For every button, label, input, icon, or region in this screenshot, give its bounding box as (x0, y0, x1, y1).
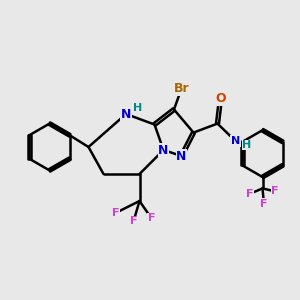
Text: N: N (231, 136, 240, 146)
Text: F: F (148, 213, 155, 224)
Text: H: H (133, 103, 142, 113)
Text: Br: Br (174, 82, 189, 95)
Text: F: F (272, 186, 279, 197)
Text: F: F (112, 208, 119, 218)
Text: F: F (260, 199, 268, 209)
Text: F: F (246, 189, 254, 199)
Text: O: O (215, 92, 226, 105)
Text: N: N (176, 149, 187, 163)
Text: H: H (242, 140, 251, 150)
Text: N: N (158, 143, 169, 157)
Text: N: N (121, 107, 131, 121)
Text: F: F (130, 216, 137, 226)
